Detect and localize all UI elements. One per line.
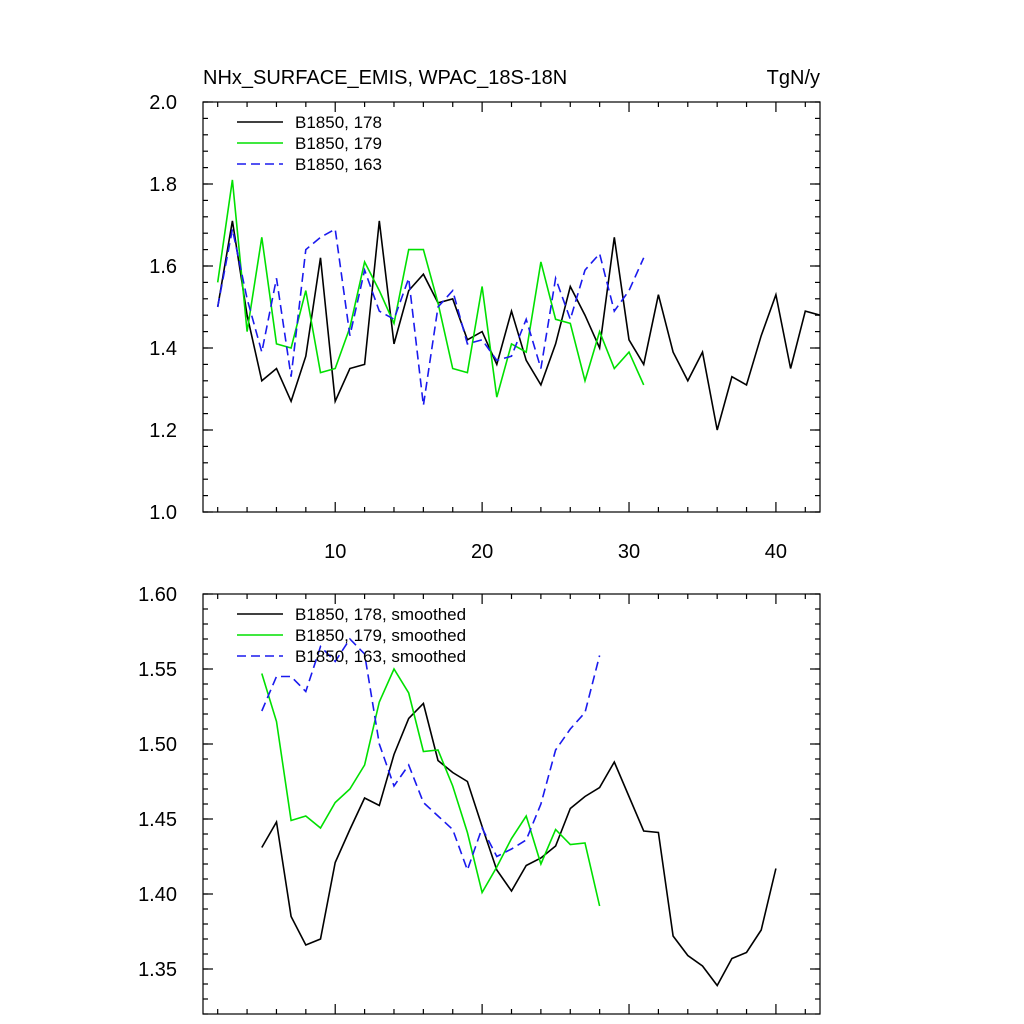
top-panel: NHx_SURFACE_EMIS, WPAC_18S-18N TgN/y 1.0… — [149, 67, 821, 563]
series-line-3 — [261, 637, 601, 873]
top-panel-title: NHx_SURFACE_EMIS, WPAC_18S-18N — [203, 67, 567, 89]
series-line-3 — [216, 227, 645, 406]
legend-label-2: B1850, 179, smoothed — [295, 626, 466, 645]
y-tick-label: 1.50 — [138, 734, 177, 756]
series-line-1 — [261, 701, 777, 987]
y-tick-label: 1.45 — [138, 809, 177, 831]
y-tick-label: 1.40 — [138, 884, 177, 906]
series-line-2 — [216, 179, 645, 398]
y-tick-label: 1.55 — [138, 659, 177, 681]
x-tick-label: 20 — [471, 541, 493, 563]
legend-label-3: B1850, 163, smoothed — [295, 647, 466, 666]
y-tick-label: 1.60 — [138, 584, 177, 606]
y-tick-label: 1.35 — [138, 959, 177, 981]
x-tick-label: 30 — [618, 541, 640, 563]
y-tick-label: 1.2 — [149, 420, 177, 442]
x-tick-label: 10 — [324, 541, 346, 563]
y-tick-label: 1.6 — [149, 256, 177, 278]
series-line-1 — [216, 220, 821, 431]
legend-label-2: B1850, 179 — [295, 134, 382, 153]
legend-label-1: B1850, 178 — [295, 113, 382, 132]
y-tick-label: 2.0 — [149, 92, 177, 114]
x-tick-label: 40 — [765, 541, 787, 563]
y-tick-label: 1.0 — [149, 502, 177, 524]
top-panel-units: TgN/y — [767, 67, 820, 89]
y-tick-label: 1.4 — [149, 338, 177, 360]
series-line-2 — [261, 667, 601, 907]
legend-label-3: B1850, 163 — [295, 155, 382, 174]
top-plot-frame — [202, 101, 821, 513]
legend-label-1: B1850, 178, smoothed — [295, 605, 466, 624]
bottom-panel: 1.35 1.40 1.45 1.50 1.55 1.60 B1850, 178, smo… — [138, 584, 821, 1015]
y-tick-label: 1.8 — [149, 174, 177, 196]
bottom-plot-frame — [202, 593, 821, 1015]
